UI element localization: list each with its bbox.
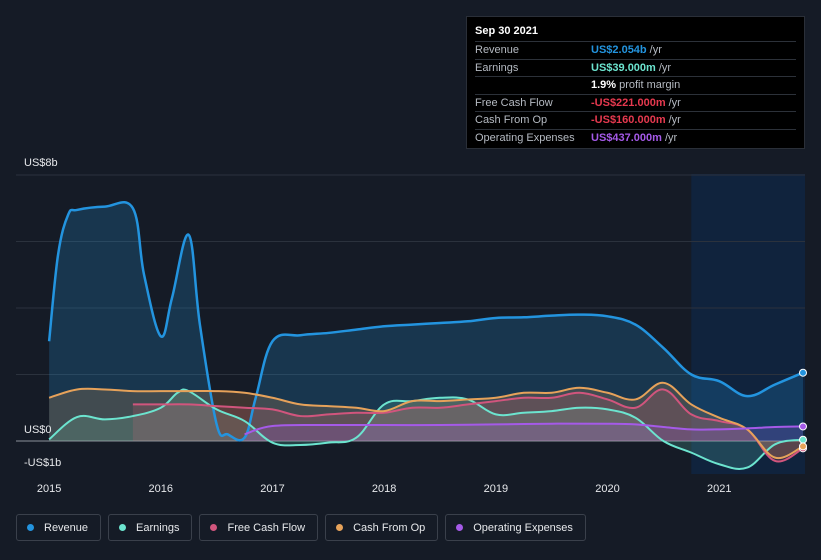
legend-item-earnings[interactable]: Earnings [108, 514, 193, 541]
tooltip-row-value: US$2.054b [591, 44, 647, 56]
revenue-area [49, 202, 803, 441]
legend-dot-icon [456, 524, 464, 531]
legend-label: Operating Expenses [473, 521, 573, 534]
tooltip-row-unit: profit margin [619, 79, 681, 92]
earnings-end-marker[interactable] [799, 435, 807, 444]
y-label-bottom: -US$1b [24, 457, 61, 469]
y-label-top: US$8b [24, 157, 58, 169]
x-tick-label: 2018 [372, 483, 396, 495]
cash-from-op-end-marker[interactable] [799, 442, 807, 451]
legend-label: Cash From Op [353, 521, 426, 534]
operating-expenses-end-marker[interactable] [799, 422, 807, 431]
tooltip-row-value: -US$160.000m [591, 114, 666, 127]
legend-dot-icon [27, 524, 34, 531]
x-tick-label: 2020 [595, 483, 619, 495]
legend: Revenue Earnings Free Cash Flow Cash From O… [16, 514, 586, 541]
revenue-end-marker[interactable] [799, 368, 807, 377]
tooltip-row-unit: /yr [649, 44, 662, 56]
legend-label: Earnings [136, 521, 180, 534]
tooltip-row: 1.9% profit margin [475, 77, 796, 95]
x-tick-label: 2019 [484, 483, 508, 495]
legend-item-cash-from-op[interactable]: Cash From Op [325, 514, 439, 541]
tooltip-row-label [475, 77, 591, 94]
legend-dot-icon [336, 524, 344, 531]
tooltip-rows: Revenue US$2.054b/yr Earnings US$39.000m/yr… [475, 42, 796, 147]
x-tick-label: 2017 [260, 483, 284, 495]
x-axis-ticks: 2015 2016 2017 2018 2019 2020 2021 [37, 483, 732, 495]
legend-label: Free Cash Flow [227, 521, 306, 534]
y-label-zero: US$0 [24, 424, 52, 436]
earnings-area [49, 389, 803, 469]
legend-item-revenue[interactable]: Revenue [16, 514, 102, 541]
tooltip-row: Operating Expenses US$437.000m/yr [475, 130, 796, 147]
tooltip-row-value: -US$221.000m [591, 96, 666, 109]
revenue-line [47, 201, 804, 442]
tooltip-row-value: 1.9% [591, 79, 617, 92]
tooltip-date: Sep 30 2021 [475, 24, 796, 42]
tooltip-row-unit: /yr [668, 114, 681, 127]
gridlines [16, 174, 805, 442]
tooltip-panel: Sep 30 2021 Revenue US$2.054b/yr Earnings U… [466, 16, 805, 149]
tooltip-row-label: Operating Expenses [475, 131, 575, 144]
legend-dot-icon [119, 524, 127, 531]
tooltip-row-unit: /yr [668, 96, 681, 109]
x-tick-label: 2015 [37, 483, 61, 495]
x-tick-label: 2021 [707, 483, 731, 495]
free-cash-flow-line [132, 388, 804, 463]
tooltip-row-label: Earnings [475, 61, 519, 74]
x-tick-label: 2016 [149, 483, 173, 495]
legend-item-operating-expenses[interactable]: Operating Expenses [445, 514, 586, 541]
tooltip-row: Cash From Op -US$160.000m/yr [475, 112, 796, 130]
tooltip-row-label: Cash From Op [475, 114, 548, 127]
legend-dot-icon [210, 524, 218, 531]
legend-item-free-cash-flow[interactable]: Free Cash Flow [199, 514, 319, 541]
forecast-shade [691, 174, 805, 474]
operating-expenses-line [244, 422, 804, 436]
tooltip-row-unit: /yr [658, 61, 672, 74]
tooltip-row-label: Revenue [475, 44, 520, 56]
tooltip-row: Earnings US$39.000m/yr [475, 60, 796, 78]
series-lines [47, 201, 804, 470]
cash-from-op-line [48, 381, 804, 460]
series-end-markers [799, 368, 807, 453]
tooltip-row: Revenue US$2.054b/yr [475, 42, 796, 60]
tooltip-row: Free Cash Flow -US$221.000m/yr [475, 95, 796, 113]
tooltip-row-label: Free Cash Flow [475, 96, 553, 109]
legend-label: Revenue [44, 521, 89, 534]
tooltip-row-value: US$39.000m [591, 61, 656, 74]
tooltip-row-value: US$437.000m [591, 131, 662, 144]
tooltip-row-unit: /yr [664, 131, 678, 144]
